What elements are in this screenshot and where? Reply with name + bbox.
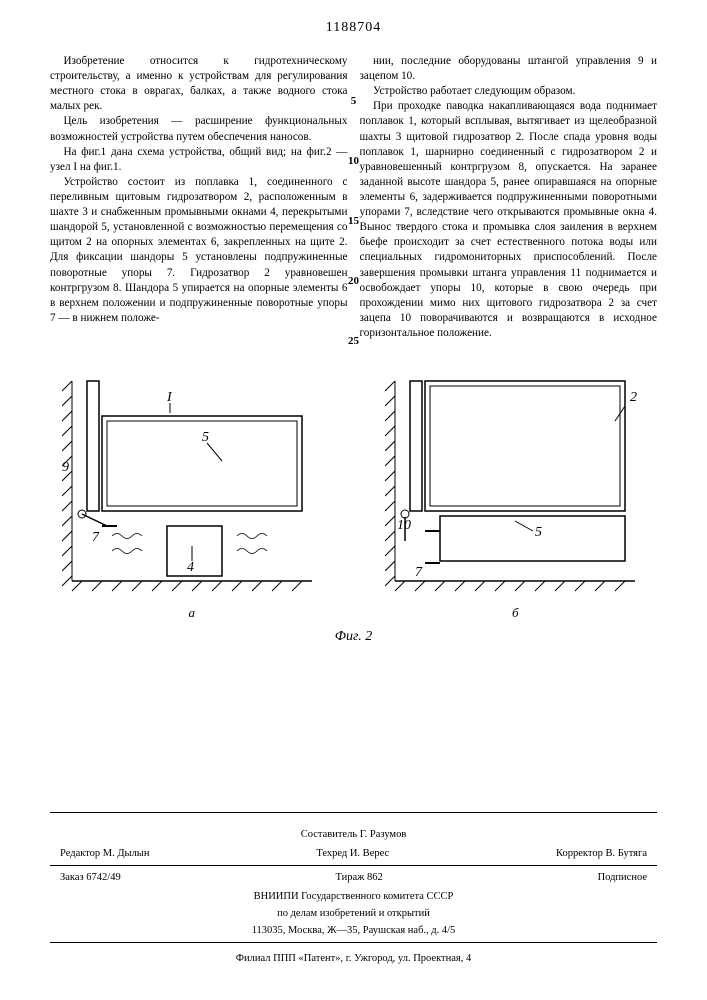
order-number: Заказ 6742/49 bbox=[60, 872, 121, 883]
line-number: 25 bbox=[348, 335, 359, 347]
label-10: 10 bbox=[397, 518, 411, 533]
para: Устройство состоит из поплавка 1, соедин… bbox=[50, 175, 348, 326]
label-5b: 5 bbox=[535, 525, 542, 540]
figure-label-b: б bbox=[385, 605, 645, 621]
left-column: Изобретение относится к гидротехническом… bbox=[50, 54, 348, 341]
tirazh: Тираж 862 bbox=[335, 872, 382, 883]
right-column: нии, последние оборудованы штангой управ… bbox=[360, 54, 658, 341]
address-2: Филиал ППП «Патент», г. Ужгород, ул. Про… bbox=[50, 953, 657, 964]
org-line-1: ВНИИПИ Государственного комитета СССР bbox=[50, 891, 657, 902]
editor: Редактор М. Дылын bbox=[60, 848, 149, 859]
para: Изобретение относится к гидротехническом… bbox=[50, 54, 348, 114]
line-number: 10 bbox=[348, 155, 359, 167]
text-columns: Изобретение относится к гидротехническом… bbox=[0, 36, 707, 341]
para: На фиг.1 дана схема устройства, общий ви… bbox=[50, 145, 348, 175]
org-line-2: по делам изобретений и открытий bbox=[50, 908, 657, 919]
figure-label-a: а bbox=[62, 605, 322, 621]
address-1: 113035, Москва, Ж—35, Раушская наб., д. … bbox=[50, 925, 657, 936]
colophon: Составитель Г. Разумов Редактор М. Дылын… bbox=[50, 812, 657, 970]
corrector: Корректор В. Бутяга bbox=[556, 848, 647, 859]
para: Цель изобретения — расширение функционал… bbox=[50, 114, 348, 144]
label-7: 7 bbox=[92, 530, 100, 545]
label-4: 4 bbox=[187, 560, 194, 575]
tech-editor: Техред И. Верес bbox=[316, 848, 389, 859]
line-number: 15 bbox=[348, 215, 359, 227]
label-2: 2 bbox=[630, 390, 637, 405]
subscription: Подписное bbox=[598, 872, 647, 883]
para: Устройство работает следующим образом. bbox=[360, 84, 658, 99]
figure-a: I 5 9 7 4 а bbox=[62, 371, 322, 621]
composer: Составитель Г. Разумов bbox=[50, 829, 657, 840]
para: При проходке паводка накапливающаяся вод… bbox=[360, 99, 658, 341]
document-number: 1188704 bbox=[0, 0, 707, 36]
para: нии, последние оборудованы штангой управ… bbox=[360, 54, 658, 84]
label-I: I bbox=[166, 390, 173, 405]
line-number: 5 bbox=[351, 95, 357, 107]
line-number: 20 bbox=[348, 275, 359, 287]
diagram-b: 2 5 10 7 bbox=[385, 371, 645, 601]
figure-b: 2 5 10 7 б bbox=[385, 371, 645, 621]
label-5: 5 bbox=[202, 430, 209, 445]
label-9: 9 bbox=[62, 460, 69, 475]
diagram-a: I 5 9 7 4 bbox=[62, 371, 322, 601]
figures-row: I 5 9 7 4 а bbox=[0, 341, 707, 621]
figure-caption: Фиг. 2 bbox=[0, 629, 707, 645]
label-7b: 7 bbox=[415, 565, 423, 580]
